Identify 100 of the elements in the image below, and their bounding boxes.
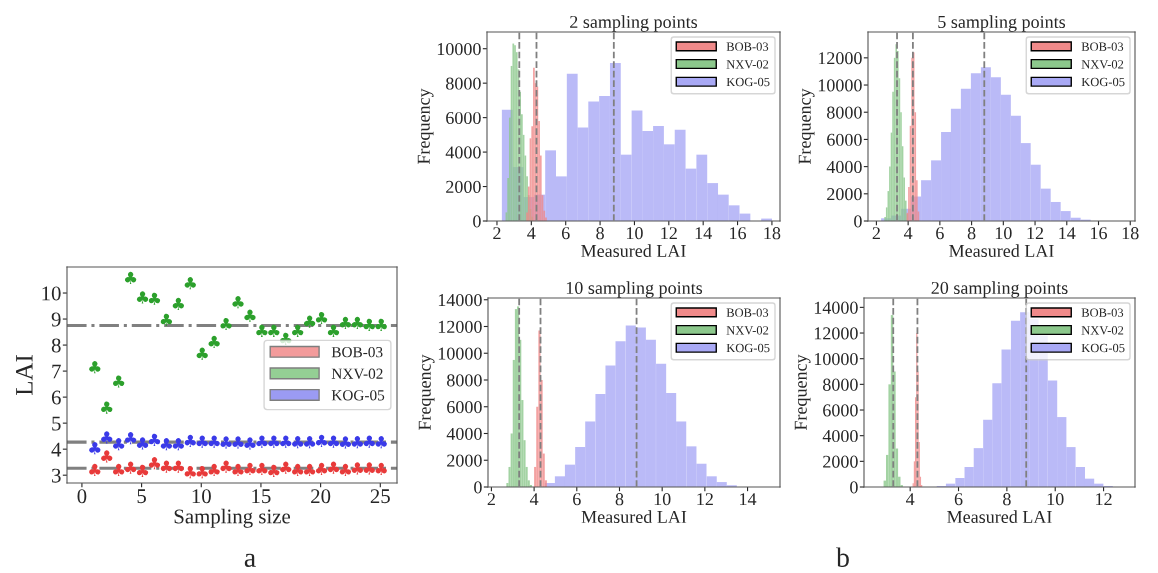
y-tick-label: 14000	[438, 294, 482, 307]
y-tick-label: 6	[51, 390, 61, 405]
y-tick-label: 0	[473, 215, 481, 228]
x-tick-label: 8	[596, 227, 604, 240]
y-tick-label: 12000	[814, 327, 858, 340]
y-tick-label: 6000	[827, 133, 862, 146]
x-tick-label: 4	[906, 493, 915, 506]
y-tick-label: 10000	[438, 347, 482, 360]
x-tick-label: 25	[370, 489, 390, 504]
x-tick-label: 6	[561, 227, 570, 240]
x-tick-label: 10	[654, 493, 671, 506]
chart-title: 20 sampling points	[931, 281, 1068, 298]
legend-label: NXV-02	[726, 326, 769, 335]
y-axis-title: LAI	[16, 355, 33, 396]
y-tick-label: 10000	[814, 352, 858, 366]
legend-label: KOG-05	[1081, 77, 1125, 87]
x-tick-label: 6	[573, 493, 581, 506]
y-tick-label: 10000	[818, 79, 862, 92]
y-tick-label: 7	[52, 364, 61, 379]
x-tick-label: 10	[1047, 493, 1064, 506]
y-tick-label: 2000	[827, 188, 862, 201]
x-tick-label: 14	[1059, 227, 1076, 240]
chart-title: 5 sampling points	[938, 15, 1066, 32]
y-tick-label: 4	[51, 442, 62, 457]
y-tick-label: 10000	[437, 42, 481, 56]
x-tick-label: 12	[697, 493, 713, 506]
y-tick-label: 0	[474, 481, 482, 494]
x-tick-label: 2	[493, 227, 501, 240]
legend-label: NXV-02	[726, 60, 769, 69]
y-tick-label: 12000	[818, 52, 862, 65]
y-tick-label: 0	[854, 215, 862, 228]
y-tick-label: 4000	[445, 146, 481, 159]
chart-title: 2 sampling points	[570, 15, 698, 32]
y-tick-label: 5	[52, 416, 61, 431]
x-tick-label: 8	[615, 493, 624, 506]
x-tick-label: 4	[529, 493, 539, 506]
y-tick-label: 9	[51, 312, 61, 327]
x-tick-label: 10	[995, 227, 1012, 240]
x-tick-label: 12	[661, 227, 677, 240]
x-axis-title: Measured LAI	[581, 244, 686, 258]
y-tick-label: 2000	[447, 454, 482, 467]
legend-label: BOB-03	[1081, 308, 1124, 317]
y-tick-label: 2000	[446, 180, 481, 193]
x-tick-label: 16	[730, 227, 747, 240]
x-tick-label: 0	[77, 489, 87, 504]
x-tick-label: 4	[903, 227, 913, 240]
x-tick-label: 6	[954, 493, 963, 506]
x-tick-label: 8	[967, 227, 976, 240]
x-tick-label: 2	[872, 227, 880, 240]
y-tick-label: 6000	[447, 401, 482, 414]
x-tick-label: 15	[252, 489, 271, 504]
x-axis-title: Measured LAI	[949, 244, 1054, 258]
legend-label: KOG-05	[726, 77, 770, 87]
x-tick-label: 6	[936, 227, 944, 240]
legend-label: KOG-05	[726, 343, 770, 353]
y-tick-label: 12000	[438, 320, 482, 333]
y-tick-label: 10	[42, 286, 61, 301]
y-axis-title: Frequency	[417, 88, 434, 165]
chart-title: 10 sampling points	[566, 281, 703, 298]
y-tick-label: 6000	[823, 404, 858, 417]
legend-label: KOG-05	[331, 390, 385, 401]
x-tick-label: 14	[740, 493, 757, 506]
y-tick-label: 8000	[823, 378, 858, 391]
x-tick-label: 8	[1003, 493, 1011, 506]
x-tick-label: 2	[487, 493, 495, 506]
y-axis-title: Frequency	[798, 88, 815, 165]
x-tick-label: 10	[627, 227, 643, 240]
x-axis-title: Measured LAI	[947, 510, 1052, 524]
legend-label: BOB-03	[331, 346, 383, 358]
x-tick-label: 12	[1096, 493, 1112, 506]
y-tick-label: 2000	[823, 455, 858, 468]
legend-label: BOB-03	[726, 308, 769, 317]
x-axis-title: Sampling size	[174, 508, 291, 528]
x-tick-label: 14	[695, 227, 712, 240]
y-tick-label: 4000	[826, 160, 862, 174]
x-axis-title: Measured LAI	[581, 510, 687, 524]
x-tick-label: 20	[311, 489, 331, 504]
legend-label: NXV-02	[331, 368, 383, 379]
text: b	[836, 547, 849, 567]
y-tick-label: 6000	[446, 111, 481, 125]
y-tick-label: 4000	[822, 429, 858, 443]
x-tick-label: 4	[527, 227, 536, 240]
y-tick-label: 8	[51, 338, 61, 353]
text: a	[244, 553, 256, 567]
x-tick-label: 10	[192, 489, 211, 504]
y-tick-label: 8000	[446, 77, 481, 90]
y-tick-label: 8000	[447, 374, 482, 387]
y-tick-label: 4000	[446, 427, 482, 440]
y-axis-title: Frequency	[794, 354, 811, 431]
y-tick-label: 0	[850, 481, 858, 494]
x-tick-label: 18	[764, 227, 781, 240]
y-tick-label: 14000	[814, 301, 858, 314]
y-axis-title: Frequency	[418, 354, 435, 431]
legend-label: BOB-03	[726, 42, 769, 51]
legend-label: NXV-02	[1081, 326, 1124, 335]
legend-label: BOB-03	[1081, 42, 1124, 51]
legend-label: KOG-05	[1081, 343, 1125, 353]
legend-label: NXV-02	[1081, 60, 1124, 69]
y-tick-label: 3	[52, 468, 61, 483]
x-tick-label: 5	[137, 489, 146, 504]
